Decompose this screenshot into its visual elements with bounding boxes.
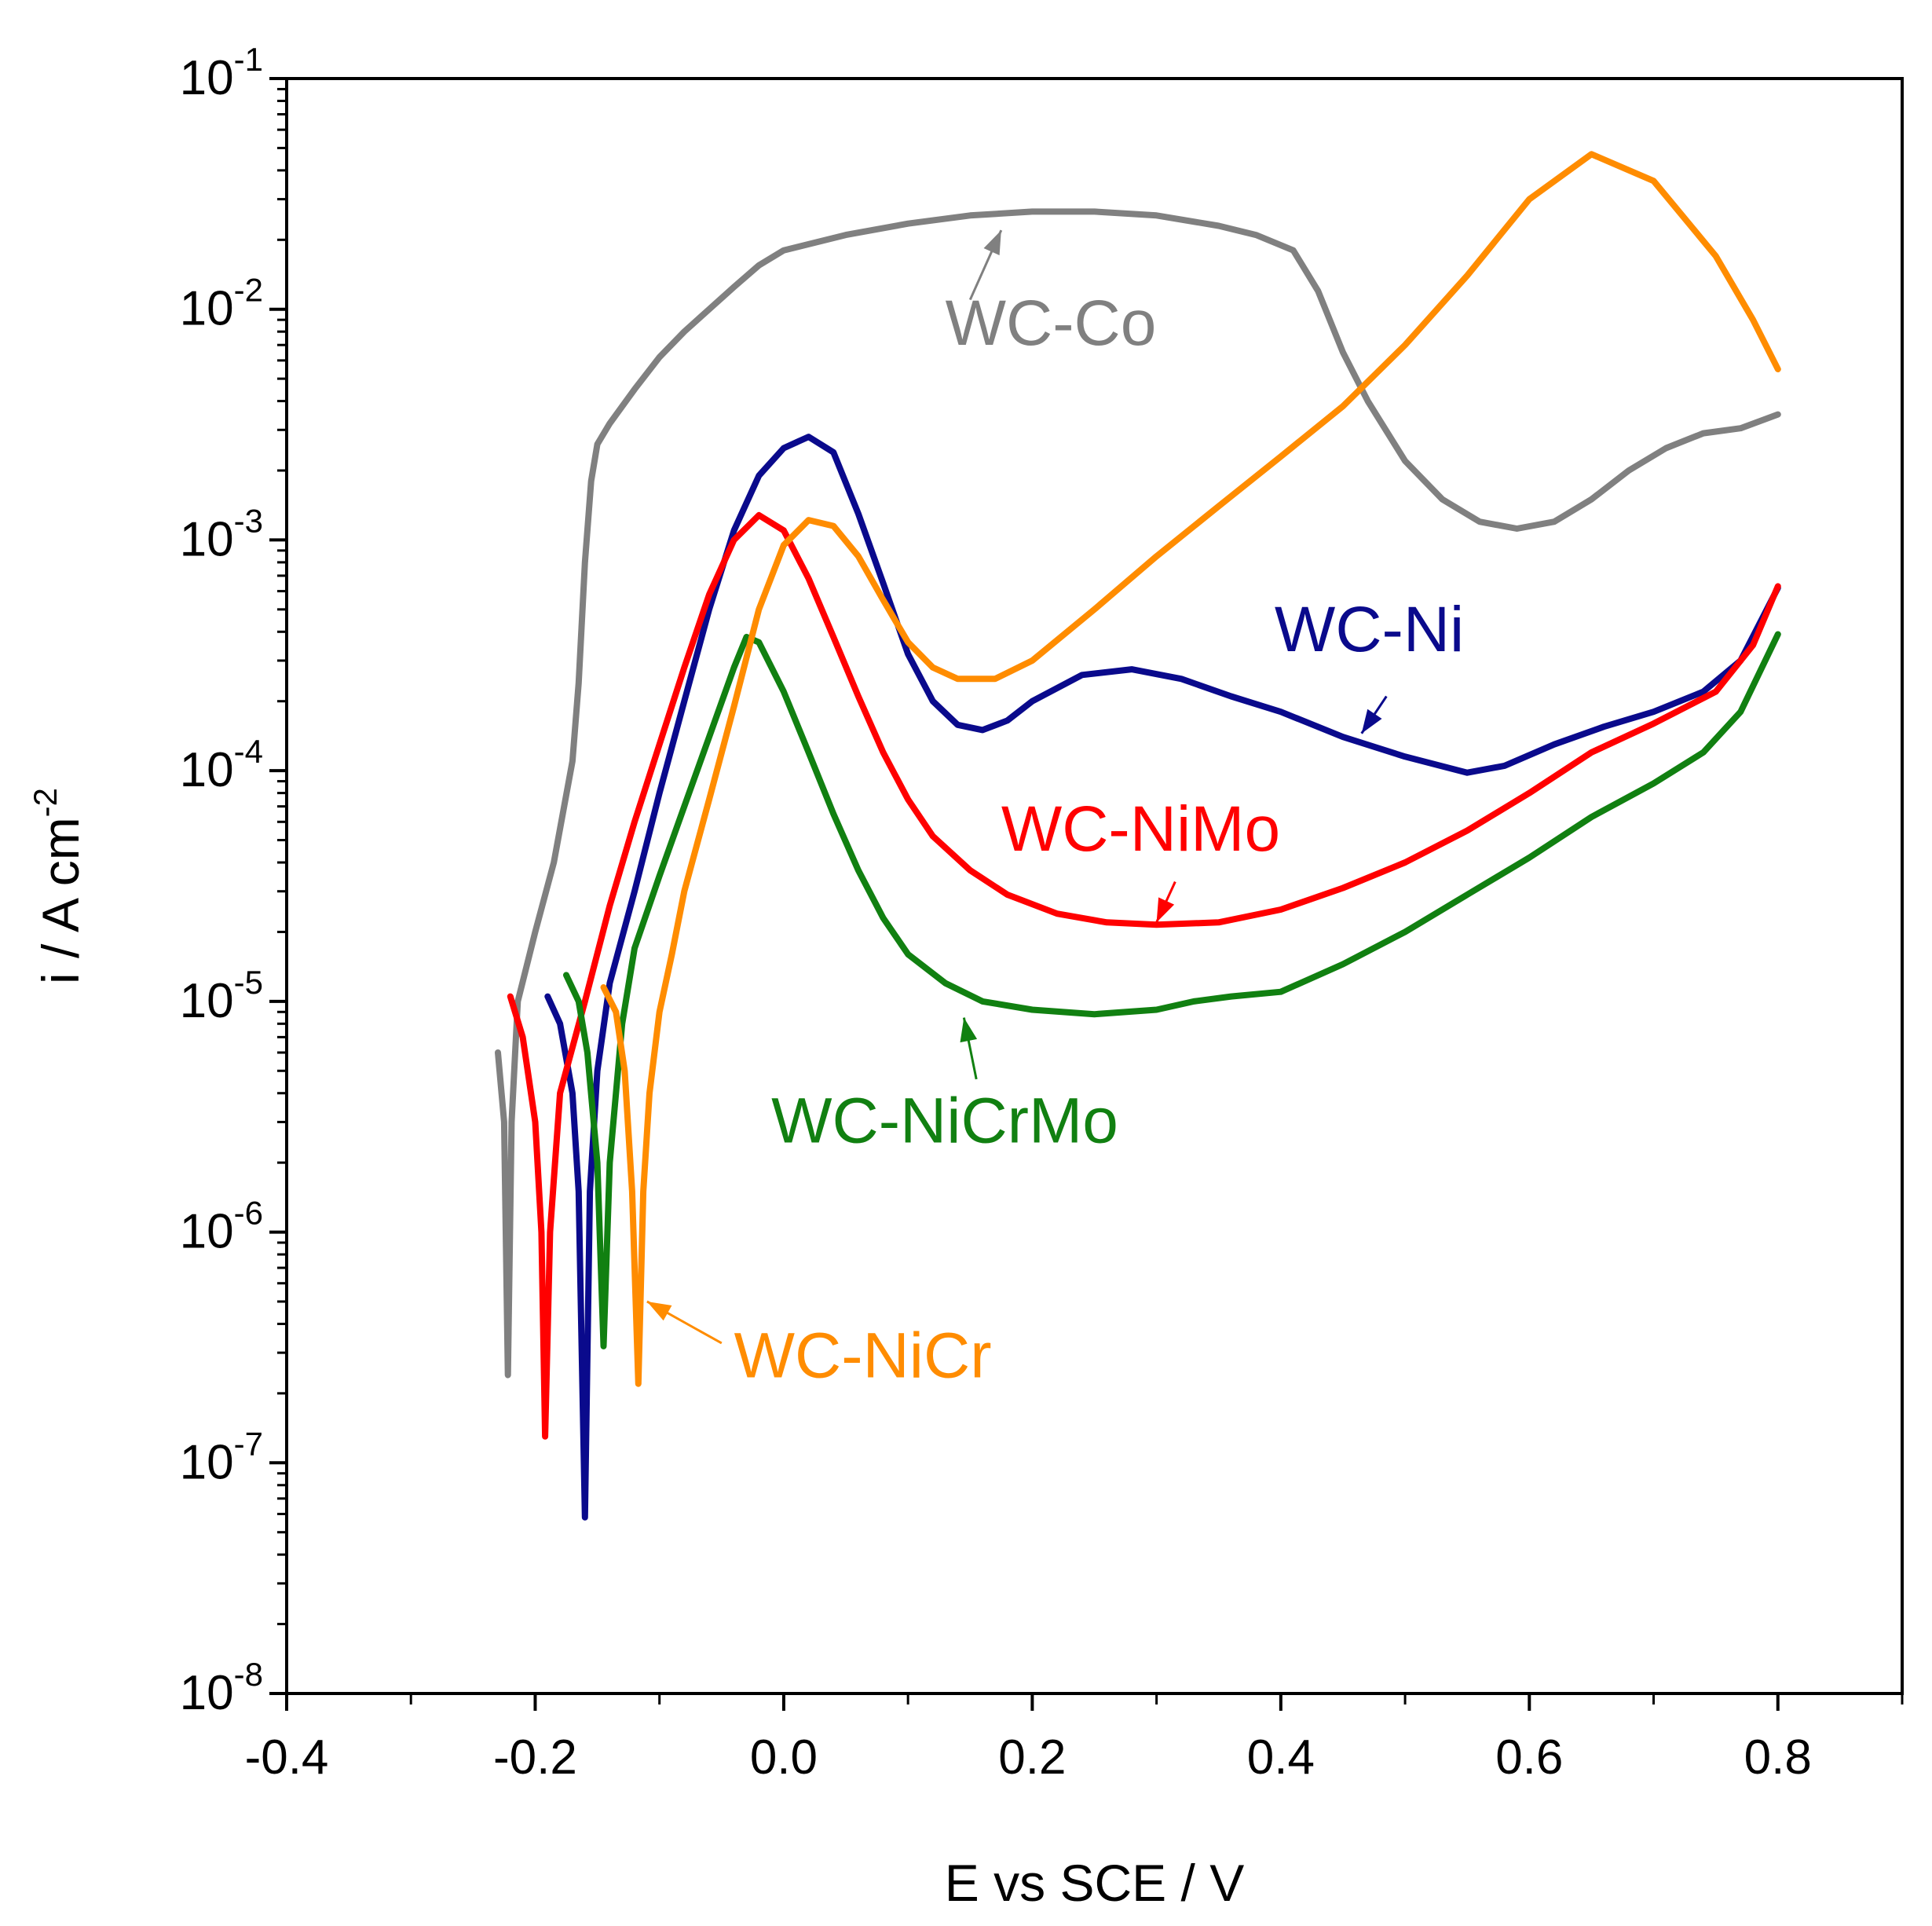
y-tick-label: 10-8 [180,1656,263,1720]
series-arrowhead-wc-nicrmo [960,1017,978,1043]
y-tick-label: 10-2 [180,272,263,336]
y-tick-label: 10-6 [180,1195,263,1259]
series-label-wc-ni: WC-Ni [1275,594,1464,665]
series-label-wc-nimo: WC-NiMo [1001,793,1280,865]
y-tick-label: 10-1 [180,41,263,105]
axes-layer: -0.4 -0.2 0.0 0.2 0.4 0.6 0.8 10-8 10-7 10-6 10-5 1… [180,41,1904,1785]
series-arrowhead-wc-nimo [1156,897,1175,923]
series-line-wc-ni [544,434,1781,1521]
series-label-wc-nicr: WC-NiCr [734,1320,992,1391]
x-tick-label: 0.2 [998,1730,1066,1785]
x-axis-title: E vs SCE / V [945,1854,1244,1912]
x-tick-label: 0.8 [1744,1730,1812,1785]
series-line-wc-nicr [600,151,1781,1387]
x-tick-label: 0.6 [1495,1730,1563,1785]
series-line-wc-co [495,208,1781,1379]
x-tick-label: 0.0 [750,1730,818,1785]
x-tick-label: 0.4 [1247,1730,1315,1785]
series-label-wc-nicrmo: WC-NiCrMo [771,1085,1118,1156]
x-tick-label: -0.2 [493,1730,577,1785]
y-tick-label: 10-3 [180,502,263,566]
plot-frame [285,77,1904,1695]
y-axis-title: i / A cm-2 [27,788,90,984]
series-arrowhead-wc-nicr [646,1301,672,1321]
series-arrowhead-wc-co [983,230,1001,256]
y-axis-title-exponent: -2 [27,788,64,817]
series-line-wc-nicrmo [563,631,1781,1349]
y-axis-title-text: i / A cm [31,817,90,984]
x-tick-label: -0.4 [245,1730,329,1785]
series-layer [495,151,1781,1521]
series-line-wc-nimo [507,511,1781,1440]
y-tick-label: 10-7 [180,1425,263,1489]
y-tick-label: 10-4 [180,733,263,797]
series-arrowhead-wc-ni [1361,709,1382,734]
series-label-wc-co: WC-Co [946,287,1157,359]
series-labels: WC-Co WC-Ni WC-NiMo WC-NiCrMo WC-NiCr [646,229,1464,1391]
y-tick-label: 10-5 [180,964,263,1028]
